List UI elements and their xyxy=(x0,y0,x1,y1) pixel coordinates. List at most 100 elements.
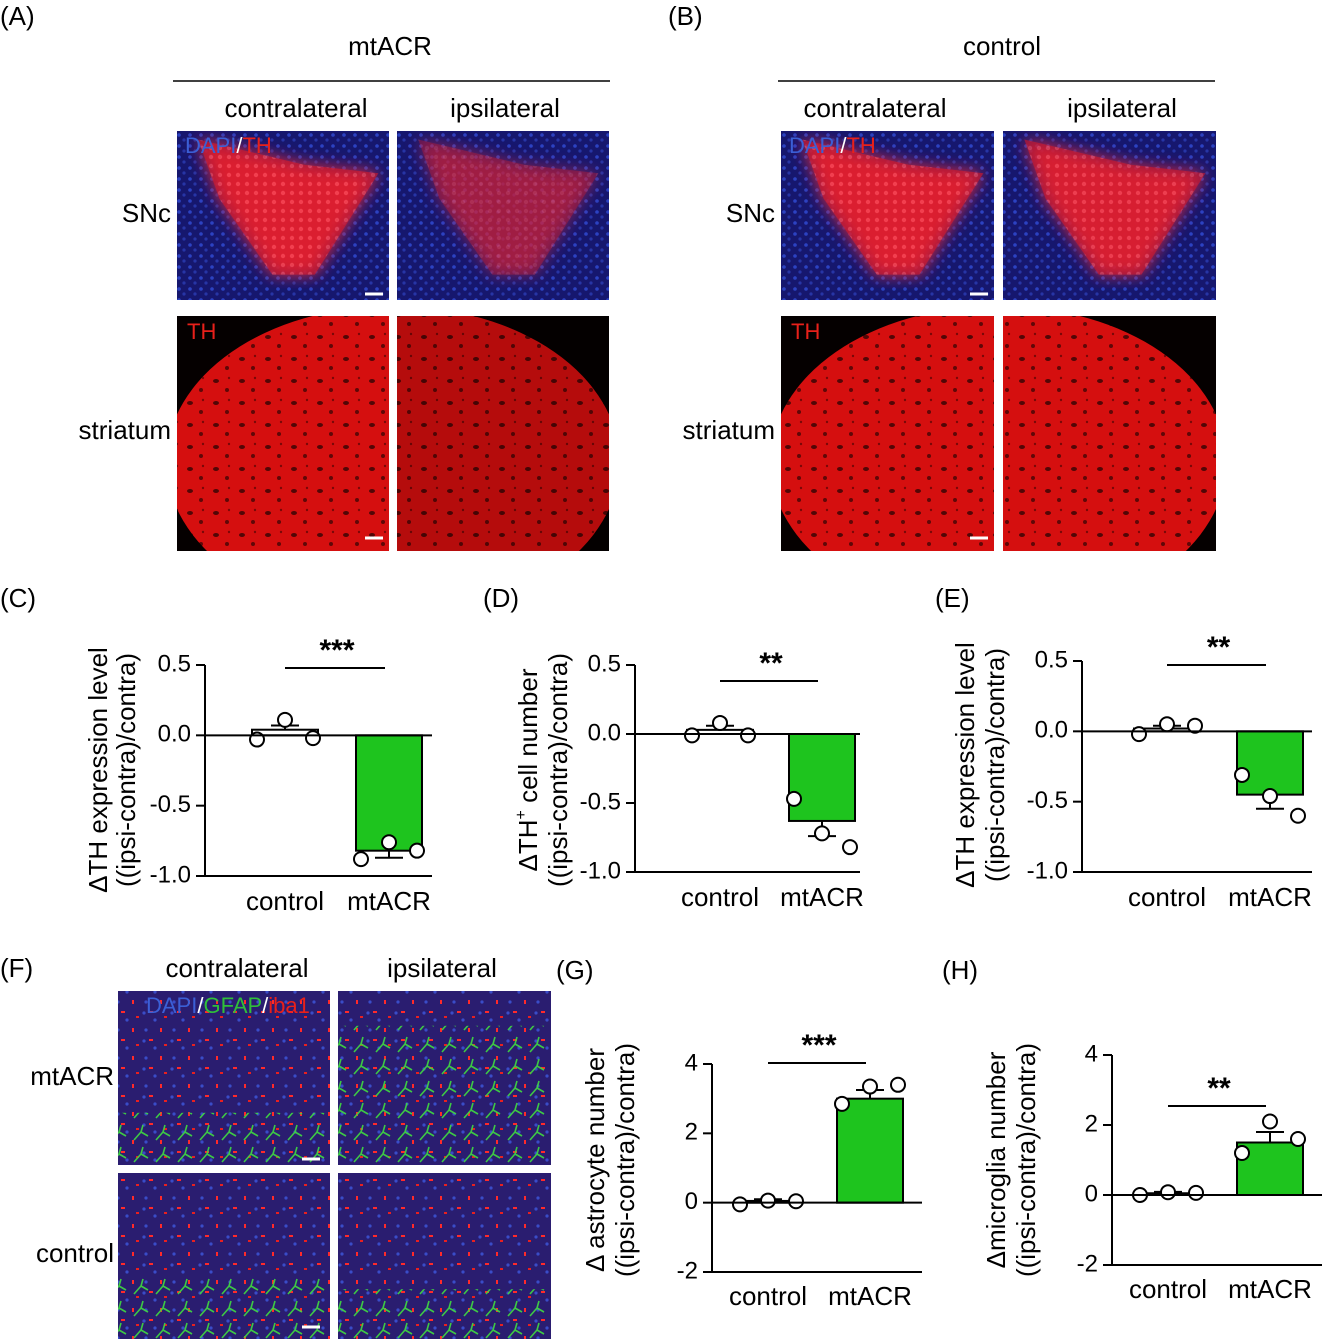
x-tick-label: control xyxy=(246,886,324,916)
y-tick-label: -1.0 xyxy=(150,861,191,888)
y-axis-label-part: ΔTH expression level xyxy=(83,647,113,893)
y-tick-label: 0.0 xyxy=(158,721,191,748)
y-axis-label: ((ipsi-contra)/contra) xyxy=(111,653,141,887)
y-tick-label: -2 xyxy=(677,1257,698,1284)
x-tick-label: mtACR xyxy=(780,882,864,912)
stain-word: / xyxy=(840,133,847,158)
label: (E) xyxy=(935,583,970,613)
gfap-signal xyxy=(338,1289,551,1339)
stain-word: DAPI xyxy=(185,133,236,158)
label: (A) xyxy=(0,1,35,31)
y-axis-label: ΔTH expression level xyxy=(950,642,980,888)
th-cells xyxy=(198,139,379,275)
y-axis-label-part: ΔTH expression level xyxy=(950,642,980,888)
label: (H) xyxy=(942,955,978,985)
y-tick-label: 2 xyxy=(1085,1110,1098,1137)
data-point xyxy=(1159,716,1175,733)
micrograph xyxy=(118,1173,330,1339)
x-tick-label: control xyxy=(681,882,759,912)
significance: ** xyxy=(759,647,783,680)
data-point xyxy=(834,1095,850,1112)
micrograph xyxy=(338,991,551,1165)
data-point xyxy=(814,825,830,842)
data-point xyxy=(353,851,369,868)
label: (G) xyxy=(556,955,594,985)
data-point xyxy=(1188,1184,1204,1201)
y-axis-label-part: Δmicroglia number xyxy=(981,1051,1011,1268)
stain-word: TH xyxy=(791,319,820,344)
label: (D) xyxy=(483,583,519,613)
x-tick-label: mtACR xyxy=(347,886,431,916)
y-tick-label: -2 xyxy=(1077,1250,1098,1277)
label: mtACR xyxy=(348,31,432,61)
gfap-signal xyxy=(118,1272,330,1339)
bar xyxy=(788,733,856,822)
micrograph xyxy=(177,316,389,551)
y-axis-label-part: ((ipsi-contra)/contra) xyxy=(543,653,573,887)
x-tick-label: mtACR xyxy=(828,1281,912,1311)
micrograph xyxy=(177,131,389,300)
significance: *** xyxy=(801,1029,836,1062)
x-tick-label: mtACR xyxy=(1228,1274,1312,1304)
data-point xyxy=(381,834,397,851)
stain-word: iba1 xyxy=(268,993,310,1018)
data-point xyxy=(1290,1131,1306,1147)
label: striatum xyxy=(683,415,775,445)
label: (C) xyxy=(0,583,36,613)
y-axis-label: ((ipsi-contra)/contra) xyxy=(980,648,1010,882)
y-axis-label: ((ipsi-contra)/contra) xyxy=(543,653,573,887)
y-tick-label: -1.0 xyxy=(580,857,621,884)
y-axis-label-part: ((ipsi-contra)/contra) xyxy=(111,653,141,887)
error-bar xyxy=(1256,1131,1284,1143)
micrograph xyxy=(397,131,609,300)
bar xyxy=(1236,730,1304,796)
label: ipsilateral xyxy=(1067,93,1177,123)
gfap-signal xyxy=(338,1025,551,1165)
y-tick-label: 0.0 xyxy=(588,719,621,746)
data-point xyxy=(1234,766,1250,783)
stain-label: DAPI/GFAP/iba1 xyxy=(146,993,310,1018)
data-point xyxy=(786,790,802,807)
dim xyxy=(397,316,609,551)
data-point xyxy=(1160,1184,1176,1201)
y-axis-label-part: cell number xyxy=(513,668,543,810)
label: (B) xyxy=(668,1,703,31)
error-bar xyxy=(375,850,403,859)
stain-word: GFAP xyxy=(203,993,262,1018)
y-tick-label: 2 xyxy=(685,1119,698,1146)
stain-word: DAPI xyxy=(146,993,197,1018)
y-tick-label: -0.5 xyxy=(1027,787,1068,814)
data-point xyxy=(1290,807,1306,824)
micrograph xyxy=(781,316,994,551)
label: mtACR xyxy=(30,1061,114,1091)
y-tick-label: 0.5 xyxy=(1035,646,1068,673)
data-point xyxy=(740,727,756,744)
stain-word: / xyxy=(197,993,204,1018)
y-tick-label: -1.0 xyxy=(1027,857,1068,884)
y-axis-label: ΔTH expression level xyxy=(83,647,113,893)
label: SNc xyxy=(726,198,775,228)
data-point xyxy=(684,727,700,744)
data-point xyxy=(1234,1145,1250,1161)
stain-word: TH xyxy=(187,319,216,344)
stain-label: DAPI/TH xyxy=(185,133,272,158)
bar xyxy=(355,734,423,852)
label: contralateral xyxy=(165,953,308,983)
y-tick-label: 0.5 xyxy=(588,650,621,677)
data-point xyxy=(277,711,293,728)
y-axis-label-part: Δ astrocyte number xyxy=(580,1048,610,1272)
y-axis-label: ((ipsi-contra)/contra) xyxy=(1011,1043,1041,1277)
data-point xyxy=(842,839,858,856)
micrograph xyxy=(118,991,330,1165)
label: ipsilateral xyxy=(450,93,560,123)
y-tick-label: 0 xyxy=(685,1188,698,1215)
y-tick-label: -0.5 xyxy=(150,791,191,818)
y-axis-label-part: ((ipsi-contra)/contra) xyxy=(610,1043,640,1277)
label: striatum xyxy=(79,415,171,445)
y-tick-label: 0.0 xyxy=(1035,717,1068,744)
y-axis-label-part: ΔTH xyxy=(513,819,543,871)
y-tick-label: 4 xyxy=(685,1049,698,1076)
label: contralateral xyxy=(224,93,367,123)
y-axis-label-part: ((ipsi-contra)/contra) xyxy=(1011,1043,1041,1277)
